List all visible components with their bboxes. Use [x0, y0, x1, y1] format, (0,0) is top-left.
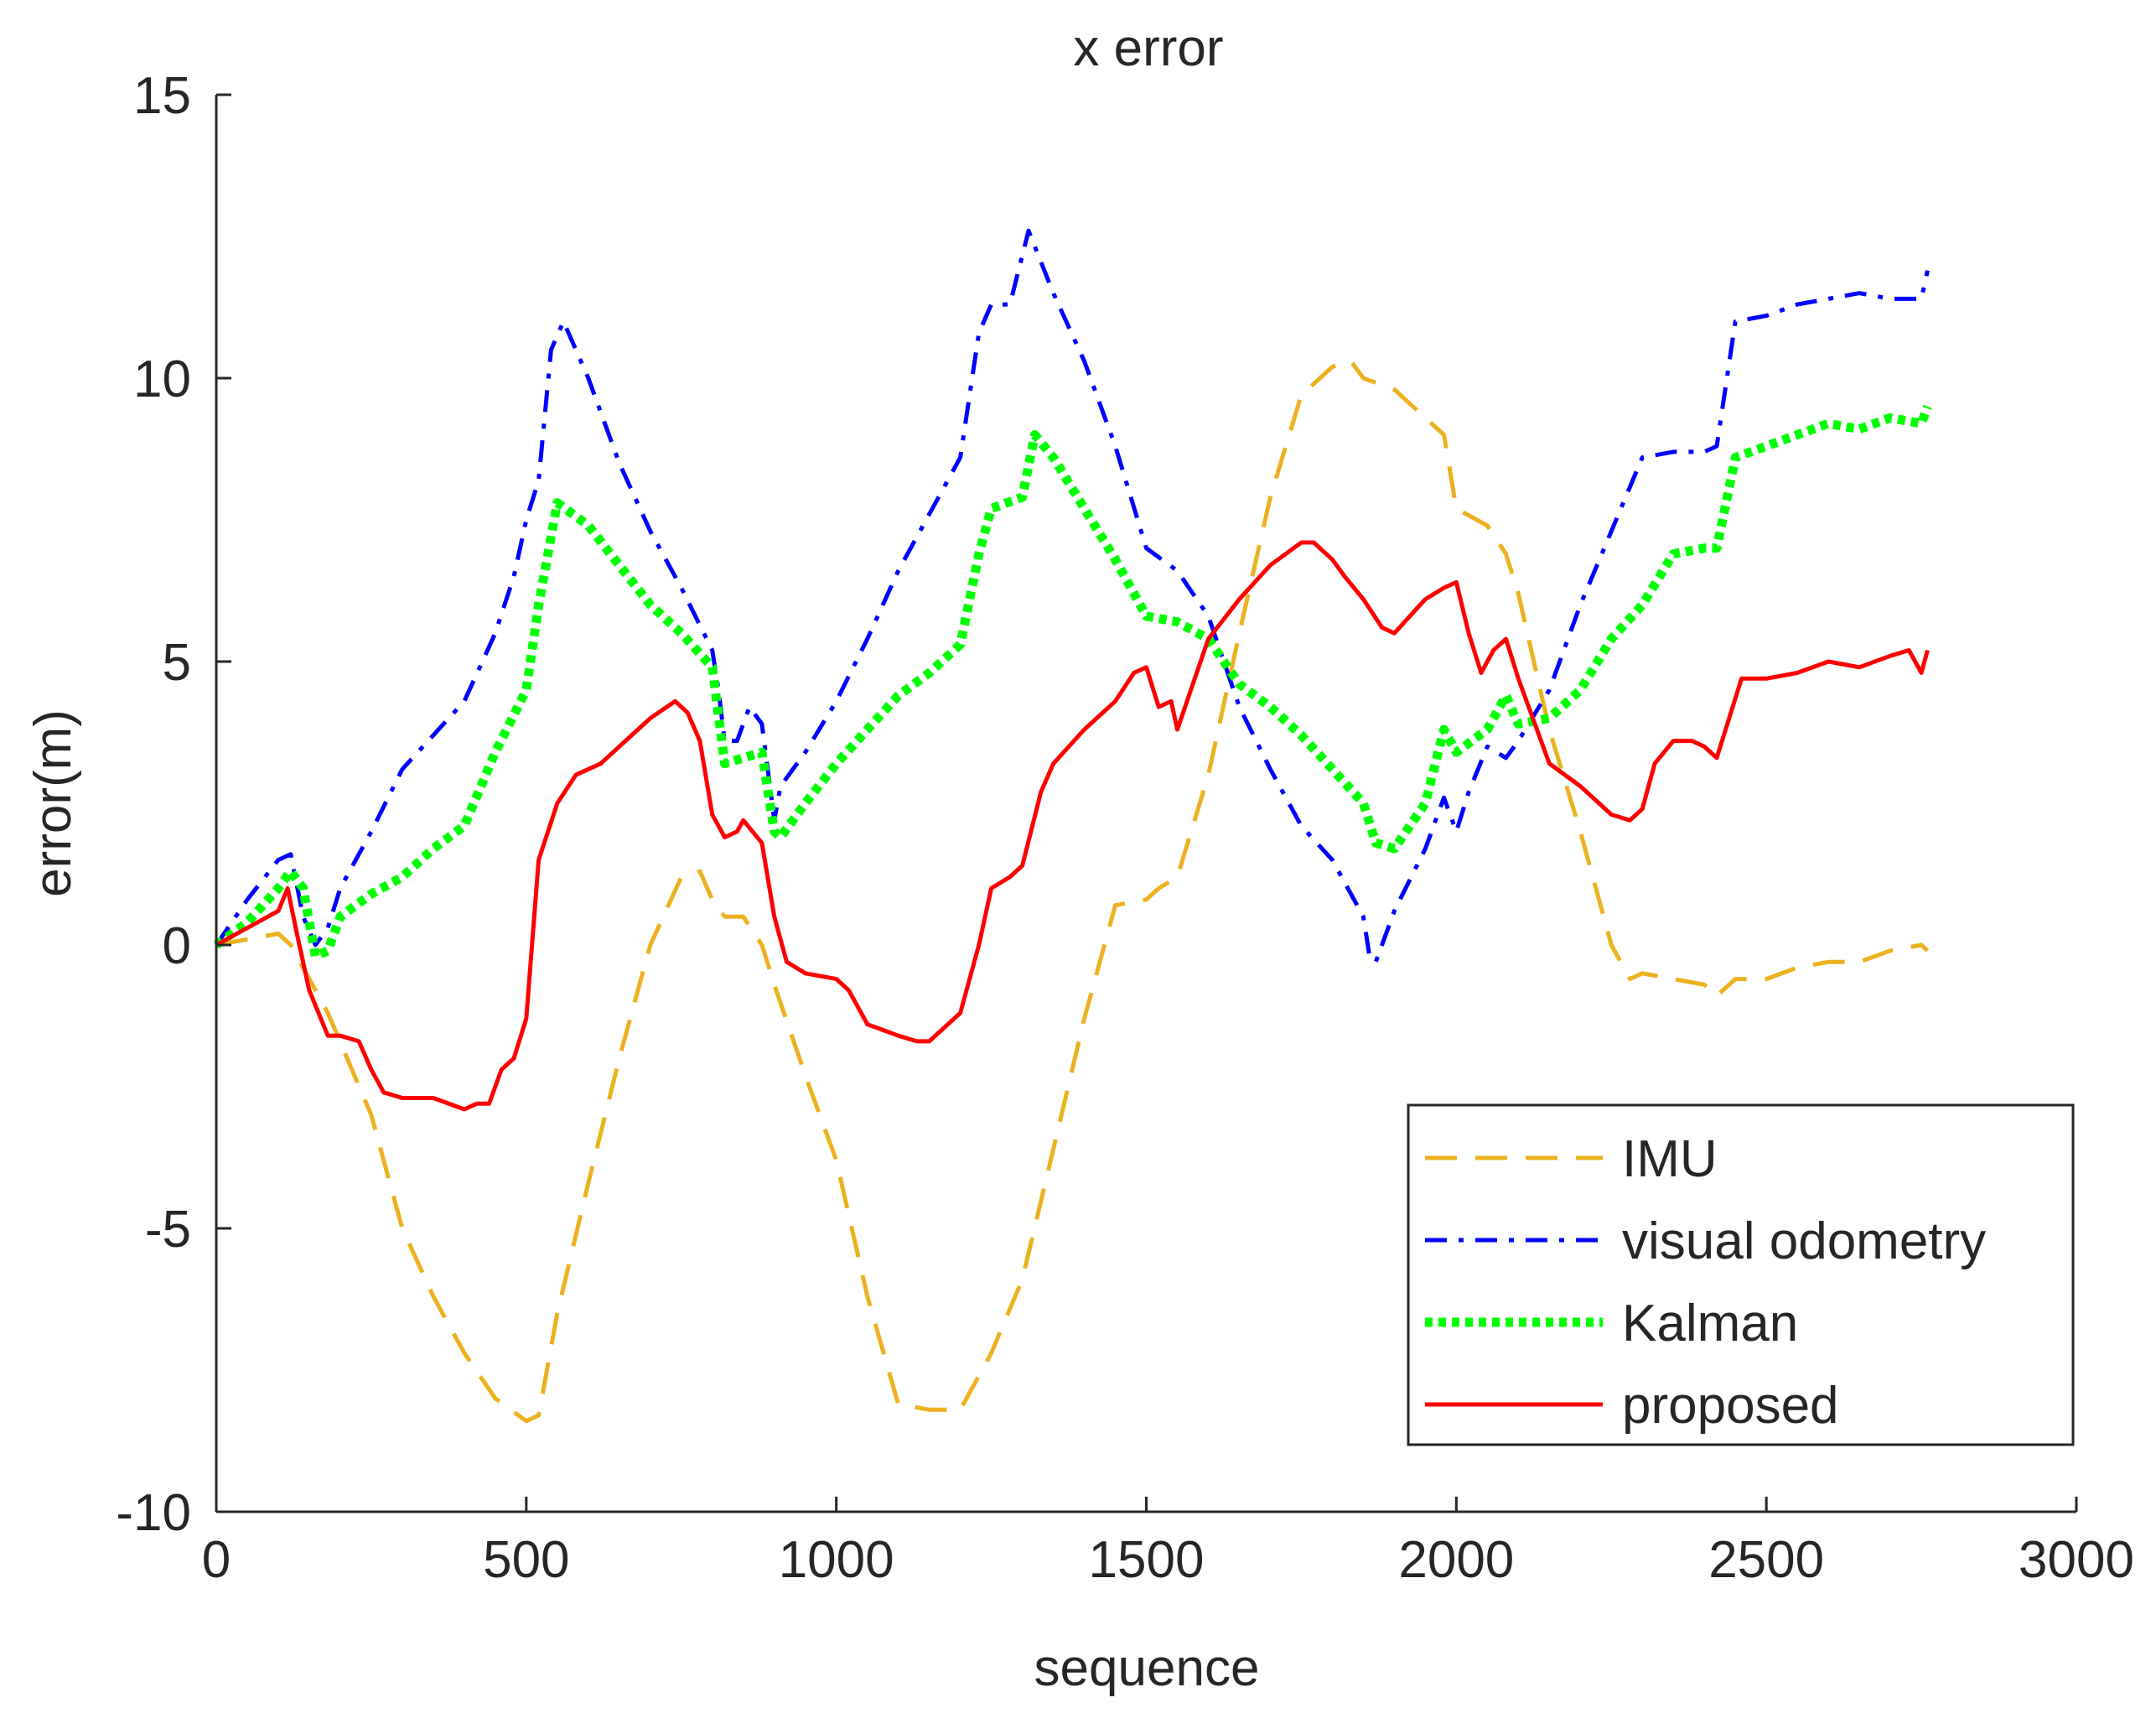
y-tick-label: 0 — [163, 917, 191, 975]
x-tick-label: 2000 — [1398, 1531, 1514, 1589]
legend-label: IMU — [1622, 1130, 1718, 1188]
legend-items: IMU visual odometry Kalman proposed — [1425, 1130, 1986, 1435]
x-tick-label: 1500 — [1089, 1531, 1205, 1589]
x-tick-label: 0 — [202, 1531, 231, 1589]
x-ticks: 0 500 1000 1500 2000 2500 3000 — [202, 1497, 2134, 1589]
y-tick-label: 15 — [133, 67, 191, 125]
legend-item: IMU — [1425, 1130, 1718, 1188]
series-line-imu — [215, 359, 1930, 1424]
x-tick-label: 500 — [483, 1531, 569, 1589]
y-tick-label: -10 — [116, 1484, 191, 1542]
series-line-proposed — [215, 540, 1930, 1112]
y-tick-label: 5 — [163, 634, 191, 692]
y-axis-title: error(m) — [24, 709, 82, 897]
chart-title: x error — [1073, 19, 1223, 77]
y-ticks: -10 -5 0 5 10 15 — [116, 67, 231, 1542]
series-layer — [213, 228, 1932, 1424]
x-tick-label: 2500 — [1708, 1531, 1824, 1589]
legend-box — [1407, 1103, 2075, 1446]
y-tick-label: 10 — [133, 350, 191, 408]
legend-label: proposed — [1622, 1377, 1839, 1435]
x-axis-title: sequence — [1034, 1639, 1260, 1697]
x-tick-label: 1000 — [779, 1531, 894, 1589]
legend-item: Kalman — [1425, 1295, 1798, 1352]
legend-label: Kalman — [1622, 1295, 1798, 1352]
legend-item: proposed — [1425, 1377, 1839, 1435]
x-tick-label: 3000 — [2019, 1531, 2134, 1589]
legend-label: visual odometry — [1622, 1212, 1986, 1270]
legend-item: visual odometry — [1425, 1212, 1986, 1270]
y-tick-label: -5 — [145, 1201, 191, 1259]
series-line-visual-odometry — [214, 228, 1930, 964]
legend: IMU visual odometry Kalman proposed — [1407, 1103, 2075, 1446]
